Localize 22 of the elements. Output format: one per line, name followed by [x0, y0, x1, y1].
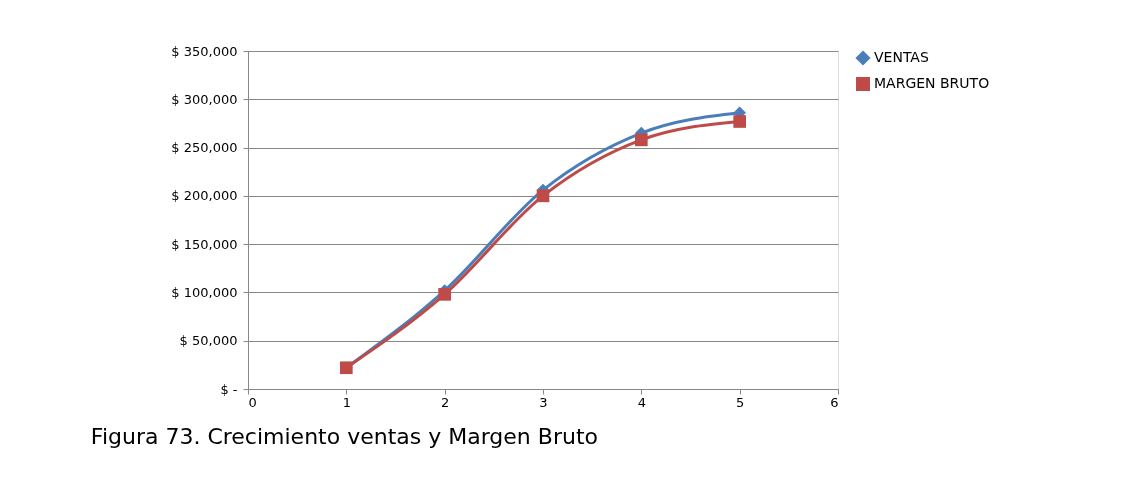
x-tick-label: 1 — [342, 394, 351, 410]
y-tick-label: $ 150,000 — [171, 236, 238, 252]
y-tick-label: $ 100,000 — [171, 284, 238, 300]
y-tick-label: $ 200,000 — [171, 188, 238, 204]
x-tick-label: 6 — [830, 394, 839, 410]
legend-label: MARGEN BRUTO — [874, 75, 990, 91]
y-tick-label: $ 350,000 — [171, 43, 238, 59]
point — [733, 115, 746, 128]
x-tick-label: 2 — [441, 394, 450, 410]
point — [635, 133, 648, 147]
text: Figura 73. Crecimiento ventas y Margen Bruto — [90, 424, 598, 449]
x-tick-label: 3 — [539, 394, 548, 410]
point — [536, 189, 550, 203]
x-tick-label: 0 — [248, 394, 257, 410]
y-tick-label: $ 50,000 — [179, 333, 238, 349]
legend-label: VENTAS — [874, 49, 929, 65]
x-tick-label: 5 — [736, 394, 745, 410]
x-tick-label: 4 — [637, 394, 646, 410]
y-tick-label: $ - — [220, 381, 238, 397]
point — [438, 288, 451, 301]
y-tick-label: $ 300,000 — [171, 91, 238, 107]
y-tick-label: $ 250,000 — [171, 140, 238, 156]
